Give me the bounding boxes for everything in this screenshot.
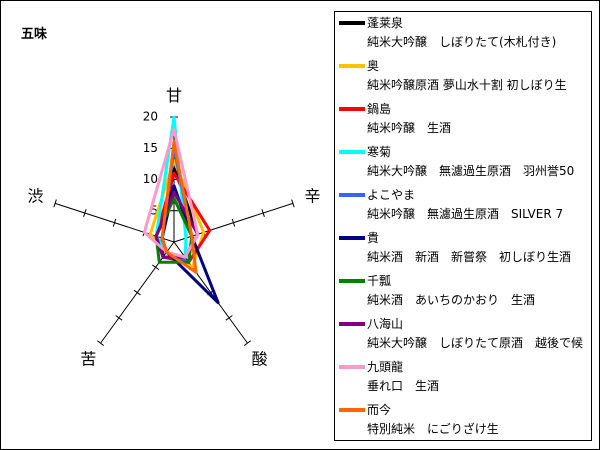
axis-tick — [112, 218, 117, 227]
legend-series-desc: 純米吟醸原酒 夢山水十割 初しぼり生 — [367, 78, 567, 92]
tick-label: 20 — [143, 110, 158, 124]
legend-swatch — [339, 150, 365, 154]
axis-tick — [96, 340, 105, 346]
legend-item: 八海山純米大吟醸 しぼりたて原酒 越後で候 — [335, 313, 591, 356]
legend-series-name: 奥 — [367, 59, 380, 73]
axis-tick — [133, 289, 141, 296]
axis-tick — [115, 315, 123, 321]
legend-series-name: 八海山 — [367, 317, 404, 331]
legend-series-name: 鍋島 — [367, 102, 392, 116]
legend-series-desc: 純米吟醸 無濾過生原酒 SILVER 7 — [367, 207, 564, 221]
legend-item: 寒菊純米大吟醸 無濾過生原酒 羽州誉50 — [335, 141, 591, 184]
axis-label: 酸 — [252, 349, 268, 368]
legend-series-name: よこやま — [367, 188, 416, 202]
legend-swatch — [339, 107, 365, 111]
axis-tick — [243, 340, 252, 346]
axis-tick — [231, 218, 236, 227]
legend-item: よこやま純米吟醸 無濾過生原酒 SILVER 7 — [335, 184, 591, 227]
legend-swatch — [339, 279, 365, 283]
legend-swatch — [339, 365, 365, 369]
legend-series-name: 蓬莱泉 — [367, 16, 404, 30]
legend-series-name: 貴 — [367, 231, 380, 245]
axis-tick — [291, 199, 295, 208]
legend-series-name: 千瓢 — [367, 274, 392, 288]
legend-swatch — [339, 21, 365, 25]
axis-tick — [83, 209, 87, 217]
tick-label: 10 — [143, 172, 158, 186]
legend-series-desc: 垂れ口 生酒 — [367, 379, 440, 393]
axis-label: 渋 — [27, 186, 43, 205]
legend-series-desc: 特別純米 にごりざけ生 — [367, 422, 499, 436]
legend-series-desc: 純米大吟醸 無濾過生原酒 羽州誉50 — [367, 164, 575, 178]
legend: 蓬莱泉 純米大吟醸 しぼりたて(木札付き) 奥純米吟醸原酒 夢山水十割 初しぼり生鍋… — [334, 11, 592, 441]
legend-item: 蓬莱泉純米大吟醸 しぼりたて(木札付き) — [335, 12, 591, 55]
axis-tick — [225, 315, 233, 321]
radar-chart: 甘辛酸 苦 渋 5 10 15 20 — [27, 86, 320, 368]
tick-label: 15 — [143, 141, 158, 155]
series-line-9 — [160, 140, 198, 274]
legend-series-name: 而今 — [367, 403, 392, 417]
axis-label: 苦 — [80, 349, 96, 368]
legend-swatch — [339, 193, 365, 197]
tick-label: 5 — [150, 203, 158, 217]
legend-series-desc: 純米酒 新酒 新嘗祭 初しぼり生酒 — [367, 250, 572, 264]
legend-item: 奥純米吟醸原酒 夢山水十割 初しぼり生 — [335, 55, 591, 98]
legend-swatch — [339, 322, 365, 326]
axis-tick — [261, 209, 265, 217]
legend-swatch — [339, 64, 365, 68]
axis-label: 甘 — [166, 86, 182, 105]
legend-item: 貴純米酒 新酒 新嘗祭 初しぼり生酒 — [335, 227, 591, 270]
legend-series-desc: 純米大吟醸 しぼりたて原酒 越後で候 — [367, 336, 584, 350]
legend-series-desc: 純米吟醸 生酒 — [367, 121, 452, 135]
legend-series-desc: 純米大吟醸 しぼりたて(木札付き) — [367, 35, 557, 49]
axis-label: 辛 — [304, 186, 320, 205]
legend-swatch — [339, 236, 365, 240]
legend-series-name: 寒菊 — [367, 145, 392, 159]
axis-tick — [152, 264, 160, 271]
legend-series-name: 九頭龍 — [367, 360, 404, 374]
legend-item: 而今特別純米 にごりざけ生 — [335, 399, 591, 442]
legend-item: 千瓢純米酒 あいちのかおり 生酒 — [335, 270, 591, 313]
chart-title: 五味 — [21, 27, 48, 42]
series-line-8 — [142, 128, 200, 259]
axis-tick — [53, 199, 57, 208]
legend-item: 鍋島 純米吟醸 生酒 — [335, 98, 591, 141]
legend-swatch — [339, 408, 365, 412]
legend-item: 九頭龍 垂れ口 生酒 — [335, 356, 591, 399]
legend-series-desc: 純米酒 あいちのかおり 生酒 — [367, 293, 536, 307]
